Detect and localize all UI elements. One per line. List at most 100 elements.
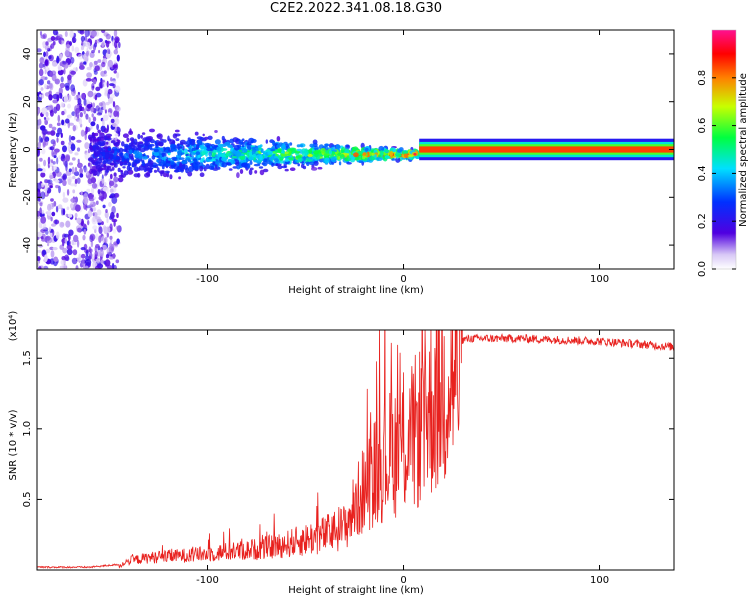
spectrogram-cell [221, 148, 228, 151]
spectrogram-cell [105, 209, 108, 213]
spectrogram-cell [69, 183, 76, 187]
spectrogram-cell [122, 133, 129, 138]
spectrogram-cell [72, 249, 78, 256]
spectrogram-cell [59, 40, 62, 45]
spectrogram-cell [159, 154, 163, 159]
spectrogram-cell [44, 45, 50, 51]
spectrogram-cell [347, 157, 352, 161]
spectrogram-cell [143, 163, 149, 167]
spectrogram-cell [52, 161, 56, 165]
spectrogram-cell [172, 133, 178, 139]
spectrogram-cell [112, 122, 117, 127]
spectrogram-cell [52, 99, 59, 104]
spectrogram-cell [208, 156, 213, 160]
spectrogram-cell [138, 141, 144, 144]
spectrogram-cell [110, 118, 115, 124]
spectrogram-cell [156, 134, 161, 137]
spectrogram-cell [51, 145, 56, 150]
spectrogram-cell [45, 235, 51, 241]
spectrogram-cell [88, 197, 95, 202]
spectrogram-cell [104, 87, 109, 94]
spectrogram-cell [98, 132, 105, 135]
spectrogram-cell [82, 79, 88, 87]
spectrogram-cell [127, 161, 131, 167]
spectrogram-cell [100, 236, 106, 243]
spectrogram-cell [102, 160, 107, 165]
spectrogram-cell [197, 140, 202, 144]
spectrogram-cell [74, 166, 78, 173]
spectrogram-cell [115, 259, 120, 264]
spectrogram-cell [87, 90, 94, 98]
spectrogram-cell [104, 173, 107, 177]
spectrogram-cell [86, 103, 93, 109]
spectrogram-cell [37, 48, 42, 53]
spectrogram-cell [107, 91, 110, 99]
spectrogram-cell [60, 140, 65, 146]
spectrogram-cell [135, 141, 140, 146]
spectrogram-cell [76, 239, 80, 248]
spectrogram-cell [194, 161, 201, 166]
spectrogram-cell [105, 254, 110, 259]
spectrogram-cell [61, 207, 64, 216]
spectrogram-cell [87, 219, 90, 226]
spectrogram-cell [109, 162, 115, 166]
spectrogram-cell [87, 157, 94, 162]
spectrogram-cell [116, 72, 120, 79]
spectrogram-cell [224, 141, 231, 146]
spectrogram-cell [74, 171, 80, 177]
spectrogram-cell [74, 112, 77, 121]
spectrogram-cell [206, 147, 213, 152]
spectrogram-cell [155, 142, 159, 147]
spectrogram-cell [306, 161, 310, 166]
spectrogram-cell [340, 154, 345, 159]
spectrogram-cell [249, 167, 254, 171]
spectrogram-cell [95, 244, 100, 249]
spectrogram-cell [110, 77, 113, 82]
spectrogram-cell [107, 135, 111, 139]
spectrogram-cell [103, 191, 107, 200]
spectrogram-cell [43, 116, 47, 120]
spectrogram-cell [200, 151, 207, 156]
spectrogram-cell [57, 127, 63, 135]
spectrogram-cell [62, 179, 67, 186]
spectrogram-cell [101, 42, 105, 47]
spectrogram-cell [47, 203, 52, 211]
spectrogram-cell [63, 95, 69, 103]
spectrogram-cell [100, 221, 104, 226]
spectrogram-cell [83, 228, 87, 235]
spectrogram-cell [284, 168, 289, 172]
spectrogram-cell [74, 96, 78, 101]
spectrogram-cell [37, 250, 42, 253]
spectrogram-cell [50, 216, 53, 222]
spectrogram-cell [93, 147, 98, 153]
spectrogram-cell [98, 141, 105, 147]
spectrogram-cell [415, 156, 420, 159]
spectrogram-cell [187, 171, 193, 177]
spectrogram-cell [87, 162, 92, 168]
spectrogram-cell [114, 133, 119, 137]
spectrogram-cell [70, 84, 75, 92]
spectrogram-cell [49, 175, 54, 179]
spectrogram-cell [92, 253, 95, 260]
spectrogram-cell [249, 160, 253, 165]
spectrogram-cell [65, 155, 70, 162]
spectrogram-cell [101, 73, 108, 77]
spectrogram-cell [38, 265, 42, 269]
spectrogram-cell [83, 165, 87, 173]
spectrogram-cell [106, 217, 109, 224]
spectrogram-cell [238, 139, 244, 146]
spectrogram-cell [276, 136, 281, 142]
colorbar-label: Normalized spectral amplitude [738, 73, 749, 227]
spectrogram-cell [44, 58, 50, 67]
spectrogram-cell [99, 249, 104, 257]
spectrogram-cell [44, 254, 48, 262]
y-tick-label: 20 [22, 95, 33, 108]
spectrogram-cell [181, 160, 188, 164]
spectrogram-cell [102, 114, 109, 122]
spectrogram-cell [62, 241, 65, 247]
colorbar-tick-label: 0.6 [697, 118, 708, 134]
spectrogram-cell [82, 196, 89, 205]
spectrogram-cell [71, 37, 77, 43]
spectrogram-cell [166, 163, 171, 167]
spectrogram-cell [68, 162, 73, 166]
